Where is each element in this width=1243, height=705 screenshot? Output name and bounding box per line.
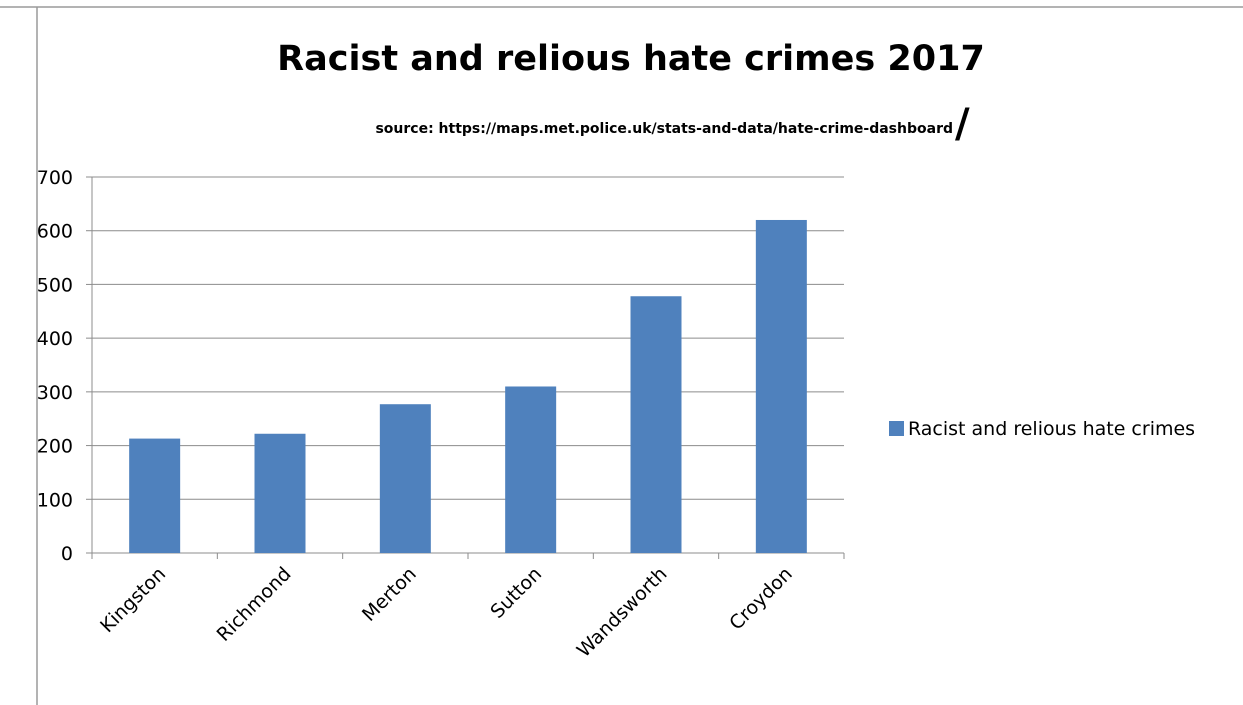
- x-tick-label: Sutton: [486, 563, 546, 623]
- y-tick-label: 200: [37, 436, 73, 458]
- legend-swatch: [889, 421, 904, 436]
- legend-label: Racist and relious hate crimes: [908, 418, 1195, 440]
- y-tick-label: 700: [37, 167, 73, 189]
- legend: Racist and relious hate crimes: [889, 418, 1195, 440]
- bar-richmond: [254, 433, 306, 553]
- x-tick-label: Kingston: [96, 563, 170, 637]
- x-tick-label: Richmond: [213, 563, 296, 646]
- bar-croydon: [755, 219, 807, 553]
- bar-wandsworth: [630, 296, 682, 553]
- bar-kingston: [129, 438, 181, 553]
- y-tick-label: 600: [37, 221, 73, 243]
- x-tick-label: Wandsworth: [573, 563, 672, 662]
- axes: [86, 176, 845, 559]
- y-tick-label: 0: [61, 543, 73, 565]
- x-axis-ticks: Kingston Richmond Merton Sutton Wandsworth Cr…: [96, 563, 797, 662]
- bars: [129, 219, 807, 553]
- y-tick-label: 100: [37, 489, 73, 511]
- bar-sutton: [505, 386, 557, 553]
- chart-title: Racist and relious hate crimes 2017: [277, 39, 985, 79]
- gridlines: [92, 176, 844, 500]
- chart-subtitle: source: https://maps.met.police.uk/stats…: [375, 121, 953, 137]
- x-tick-label: Merton: [358, 563, 421, 626]
- y-axis-ticks: 0 100 200 300 400 500 600 700: [37, 167, 73, 565]
- y-tick-label: 400: [37, 328, 73, 350]
- bar-merton: [379, 404, 431, 553]
- chart-subtitle-slash: /: [955, 101, 970, 147]
- y-tick-label: 300: [37, 382, 73, 404]
- x-tick-label: Croydon: [725, 563, 797, 635]
- y-tick-label: 500: [37, 274, 73, 296]
